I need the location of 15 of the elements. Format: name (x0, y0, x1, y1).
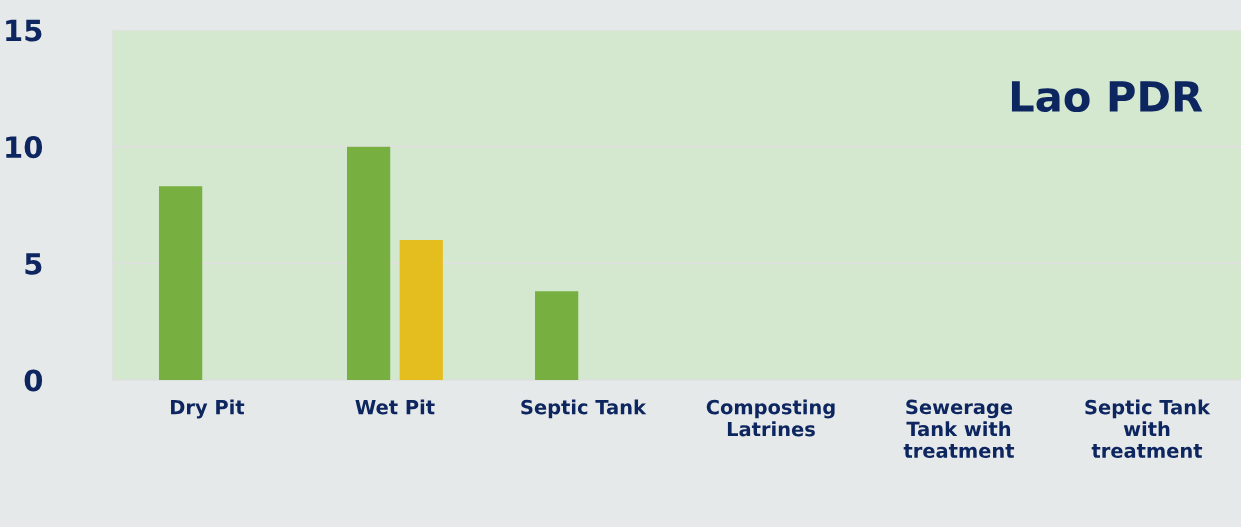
y-tick-label: 15 (6, 19, 42, 42)
x-tick-label: Sewerage Tank with treatment (903, 399, 1015, 459)
annotation: Lao PDR (1011, 81, 1203, 113)
bar (535, 291, 579, 380)
y-tick-label: 0 (24, 369, 43, 392)
y-tick-label: 10 (6, 136, 43, 159)
x-tick-label: Wet Pit (355, 399, 435, 415)
bar (158, 186, 203, 380)
x-tick-label: Composting Latrines (706, 399, 835, 437)
y-tick-label: 5 (25, 253, 42, 275)
bar (399, 240, 443, 380)
bar (347, 146, 391, 380)
x-tick-label: Dry Pit (171, 399, 245, 419)
x-tick-label: Septic Tank with treatment (1085, 399, 1211, 459)
x-tick-label: Septic Tank (521, 399, 647, 419)
